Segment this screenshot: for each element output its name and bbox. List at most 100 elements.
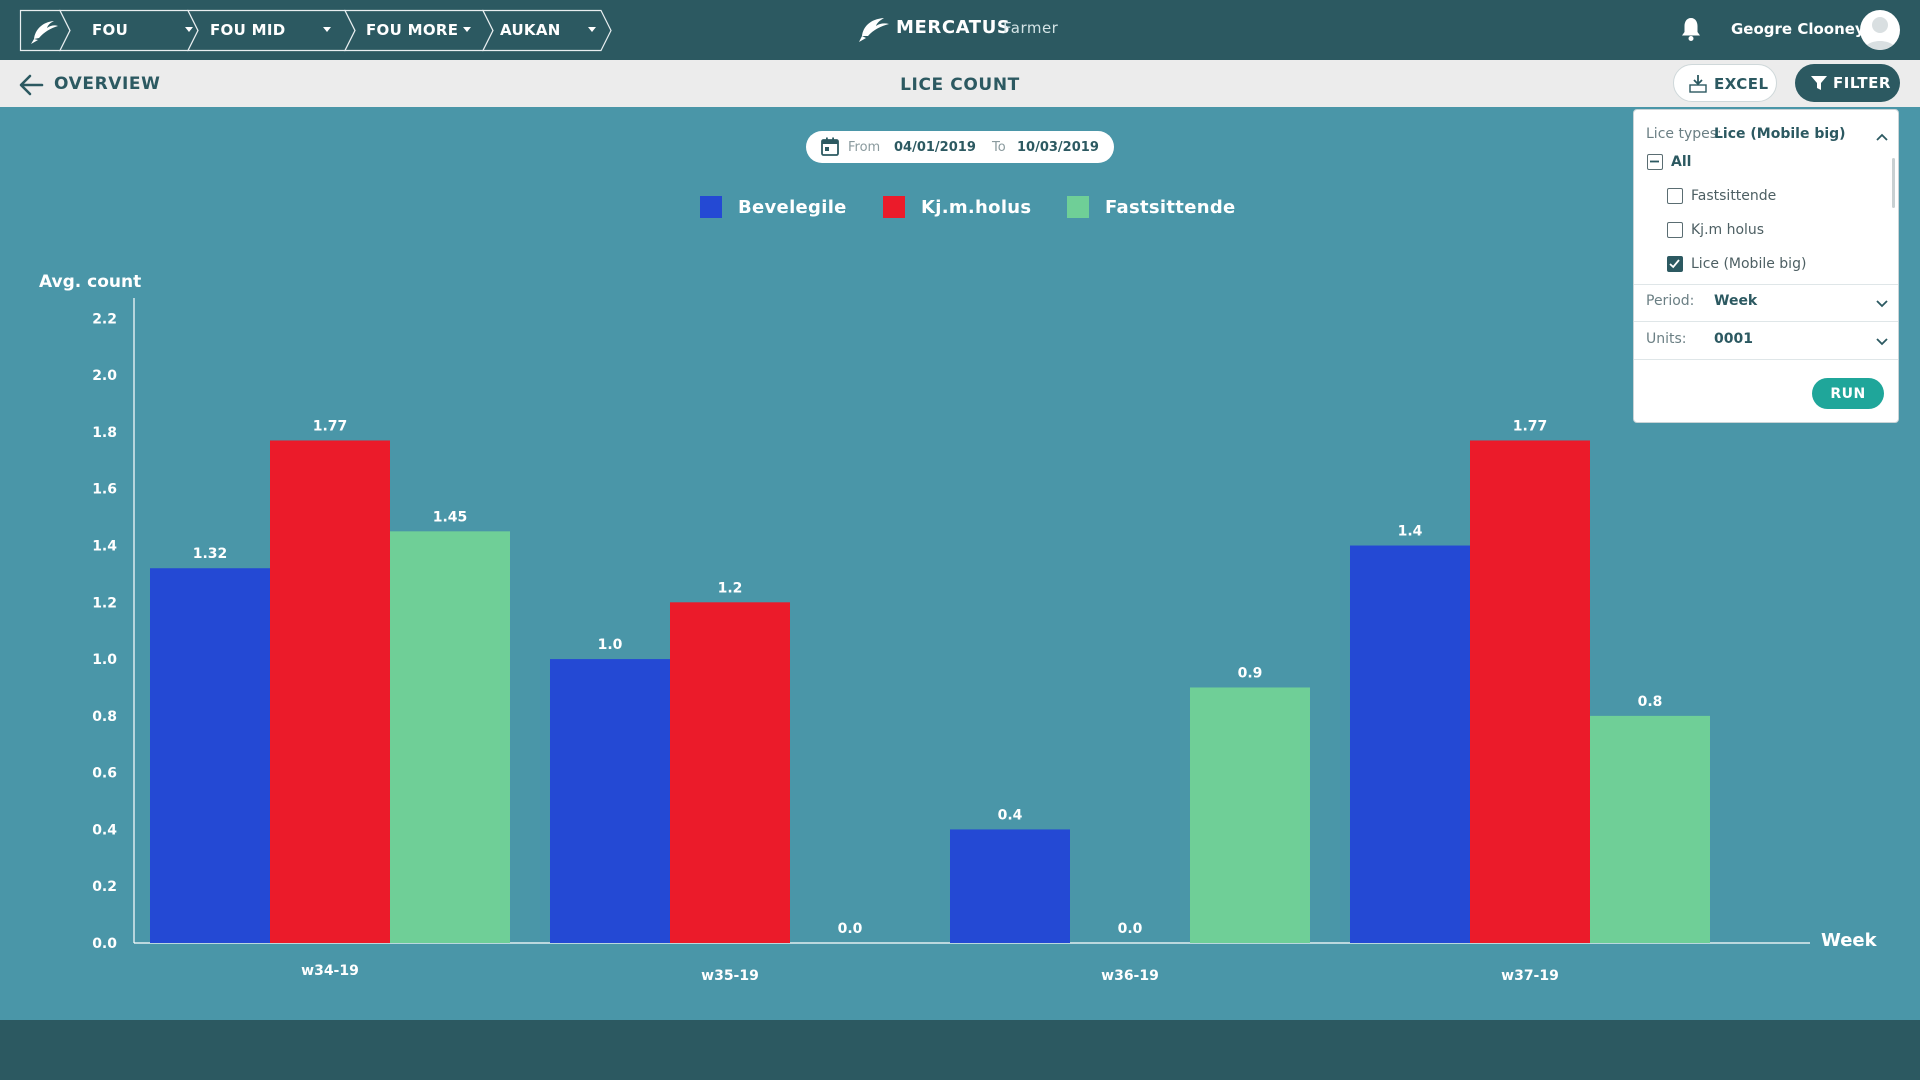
units-value: 0001 xyxy=(1714,331,1753,347)
from-label: From xyxy=(848,140,881,155)
y-tick-label: 0.8 xyxy=(92,709,117,725)
arrow-left-icon xyxy=(19,74,44,96)
x-axis-label: Week xyxy=(1821,930,1878,951)
lice-count-chart: 0.0 0.2 0.4 0.6 0.8 1.0 1.2 1.4 1.6 1.8 2.0 2.2 Avg.… xyxy=(39,272,1878,984)
data-label: 1.77 xyxy=(313,418,348,434)
fish-logo-icon xyxy=(859,18,889,42)
funnel-icon xyxy=(1811,76,1827,90)
filter-button[interactable]: FILTER xyxy=(1795,64,1900,102)
y-tick-label: 0.6 xyxy=(92,766,117,782)
breadcrumb-label: AUKAN xyxy=(500,21,561,39)
bar-fastsittende[interactable] xyxy=(1190,687,1310,943)
lice-types-value[interactable]: Lice (Mobile big) xyxy=(1714,126,1846,142)
breadcrumb-shapes xyxy=(19,9,612,52)
bar-kj-m-holus[interactable] xyxy=(270,440,390,943)
to-date-value[interactable]: 10/03/2019 xyxy=(1017,140,1099,155)
y-tick-label: 1.2 xyxy=(92,595,117,611)
lice-types-label: Lice types: xyxy=(1646,126,1722,142)
avatar[interactable] xyxy=(1860,10,1900,50)
breadcrumb-item-fou[interactable]: FOU xyxy=(70,10,193,51)
user-name[interactable]: Geogre Clooney xyxy=(1731,20,1865,38)
filter-panel: Lice types: Lice (Mobile big) All Fastsi… xyxy=(1633,109,1899,423)
period-label: Period: xyxy=(1646,293,1695,309)
kjm-holus-checkbox[interactable] xyxy=(1667,222,1683,238)
x-tick-label: w34-19 xyxy=(301,963,359,979)
excel-label: EXCEL xyxy=(1714,75,1769,93)
all-checkbox[interactable] xyxy=(1647,154,1663,170)
y-tick-label: 1.8 xyxy=(92,425,117,441)
data-label: 0.0 xyxy=(838,921,863,937)
scrollbar[interactable] xyxy=(1892,158,1895,208)
y-tick-label: 1.6 xyxy=(92,482,117,498)
brand-subtitle: Farmer xyxy=(1003,19,1059,37)
from-date-value[interactable]: 04/01/2019 xyxy=(894,140,976,155)
y-tick-label: 1.0 xyxy=(92,652,117,668)
bar-bevelegile[interactable] xyxy=(150,568,270,943)
data-label: 1.2 xyxy=(718,580,743,596)
back-label: OVERVIEW xyxy=(54,74,161,94)
data-label: 1.45 xyxy=(433,509,468,525)
legend-swatch xyxy=(883,196,905,218)
top-bar: FOU FOU MID FOU MORE AUKAN MERCATUS Farm… xyxy=(0,0,1920,60)
units-select[interactable]: 0001 xyxy=(1714,324,1890,358)
excel-file-icon xyxy=(1689,75,1707,93)
data-label: 0.9 xyxy=(1238,665,1263,681)
bar-fastsittende[interactable] xyxy=(1590,715,1710,943)
checkmark-icon xyxy=(1669,259,1680,269)
breadcrumb-item-fou-mid[interactable]: FOU MID xyxy=(198,10,346,51)
breadcrumb: FOU FOU MID FOU MORE AUKAN xyxy=(19,9,612,52)
to-label: To xyxy=(992,140,1006,155)
bar-fastsittende[interactable] xyxy=(390,531,510,943)
divider xyxy=(1634,359,1898,360)
y-tick-label: 1.4 xyxy=(92,539,117,555)
fish-logo-icon[interactable] xyxy=(31,21,58,44)
y-tick-label: 0.2 xyxy=(92,879,117,895)
data-label: 0.0 xyxy=(1118,921,1143,937)
chevron-down-icon xyxy=(463,27,471,32)
x-tick-label: w37-19 xyxy=(1501,968,1559,984)
period-select[interactable]: Week xyxy=(1714,286,1890,320)
breadcrumb-item-aukan[interactable]: AUKAN xyxy=(493,10,603,51)
date-range-picker[interactable]: From 04/01/2019 To 10/03/2019 xyxy=(806,131,1114,163)
breadcrumb-shape-4 xyxy=(482,9,612,52)
option-label: Lice (Mobile big) xyxy=(1691,256,1807,272)
breadcrumb-item-fou-more[interactable]: FOU MORE xyxy=(355,10,485,51)
legend-swatch xyxy=(1067,196,1089,218)
breadcrumb-label: FOU MORE xyxy=(366,21,459,39)
brand-name: MERCATUS xyxy=(896,17,1011,38)
chevron-down-icon xyxy=(1876,338,1888,346)
chevron-down-icon xyxy=(185,27,193,32)
breadcrumb-label: FOU xyxy=(92,21,129,39)
bar-bevelegile[interactable] xyxy=(1350,545,1470,943)
bar-bevelegile[interactable] xyxy=(950,829,1070,943)
user-icon xyxy=(1864,17,1896,50)
option-label: Kj.m holus xyxy=(1691,222,1765,238)
indeterminate-icon xyxy=(1650,160,1659,163)
lice-mobile-big-checkbox[interactable] xyxy=(1667,256,1683,272)
data-label: 0.4 xyxy=(998,807,1023,823)
y-tick-label: 2.2 xyxy=(92,311,117,327)
bar-bevelegile[interactable] xyxy=(550,659,670,943)
y-tick-label: 2.0 xyxy=(92,368,117,384)
option-label: Fastsittende xyxy=(1691,188,1777,204)
y-axis-label: Avg. count xyxy=(39,272,141,292)
footer-bar xyxy=(0,1020,1920,1080)
data-label: 1.0 xyxy=(598,637,623,653)
legend-label: Bevelegile xyxy=(738,197,847,218)
units-label: Units: xyxy=(1646,331,1687,347)
chevron-up-icon[interactable] xyxy=(1876,133,1888,141)
run-button[interactable]: RUN xyxy=(1812,378,1884,409)
x-tick-label: w36-19 xyxy=(1101,968,1159,984)
period-value: Week xyxy=(1714,293,1758,309)
bar-kj-m-holus[interactable] xyxy=(670,602,790,943)
y-tick-label: 0.4 xyxy=(92,822,117,838)
legend-label: Fastsittende xyxy=(1105,197,1236,218)
calendar-icon xyxy=(821,137,839,156)
excel-export-button[interactable]: EXCEL xyxy=(1673,64,1777,102)
fastsittende-checkbox[interactable] xyxy=(1667,188,1683,204)
bell-icon[interactable] xyxy=(1679,16,1703,42)
bar-kj-m-holus[interactable] xyxy=(1470,440,1590,943)
filter-label: FILTER xyxy=(1833,74,1891,92)
divider xyxy=(1634,321,1898,322)
data-label: 1.77 xyxy=(1513,418,1548,434)
